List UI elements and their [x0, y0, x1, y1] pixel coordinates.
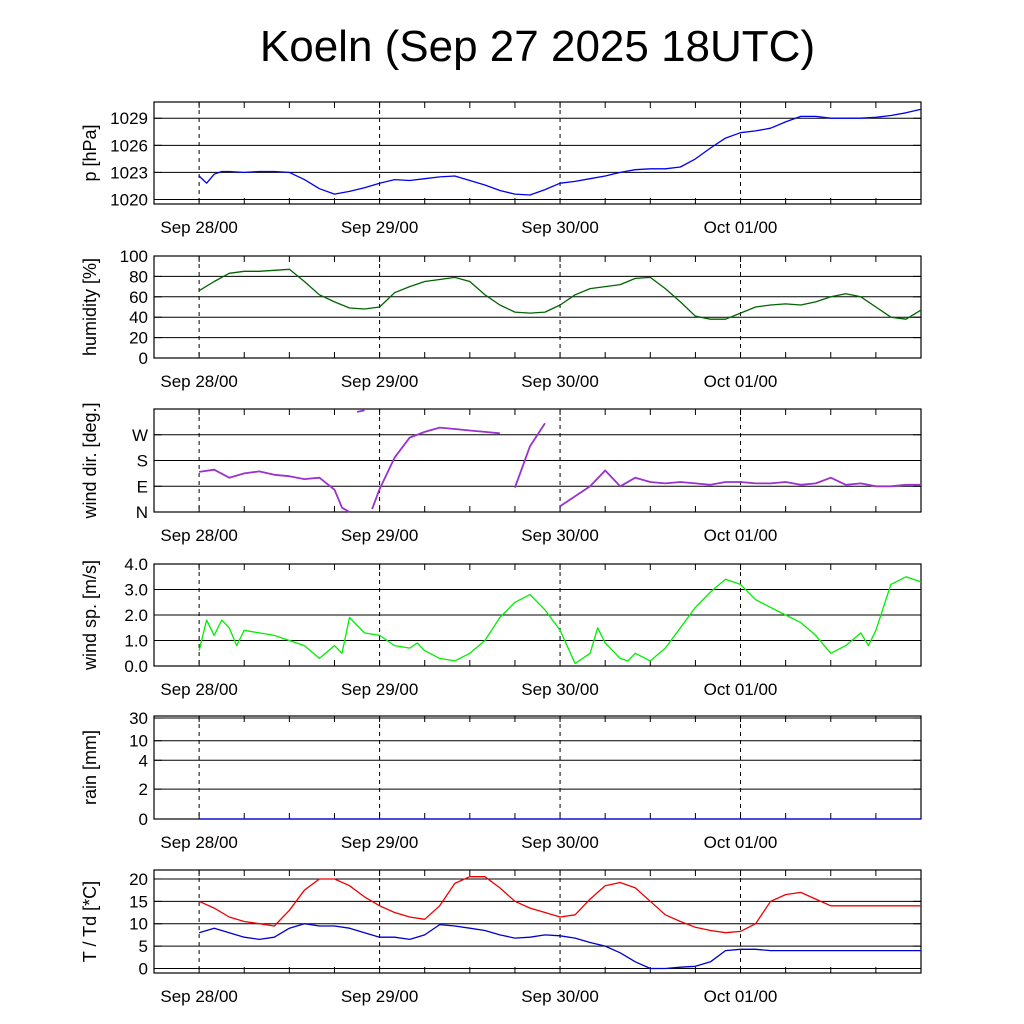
x-tick-label: Sep 29/00 — [341, 680, 419, 699]
y-tick-label: 60 — [129, 288, 148, 307]
y-tick-label: 20 — [129, 329, 148, 348]
x-tick-label: Oct 01/00 — [704, 680, 778, 699]
y-tick-label: 5 — [139, 937, 148, 956]
y-tick-label: 15 — [129, 892, 148, 911]
x-tick-label: Oct 01/00 — [704, 526, 778, 545]
y-tick-label: S — [137, 452, 148, 471]
series-line — [198, 108, 922, 196]
plot-frame — [153, 408, 922, 513]
y-tick-label: 1023 — [110, 163, 148, 182]
y-tick-label: 1029 — [110, 109, 148, 128]
wind-direction-line — [514, 422, 546, 489]
plot-frame — [153, 715, 922, 820]
wind-direction-line — [559, 469, 921, 508]
x-tick-label: Sep 29/00 — [341, 218, 419, 237]
y-tick-label: 2 — [139, 780, 148, 799]
pressure-panel: 1020 1023 1026 1029 Sep 28/00 Sep 29/00 Sep 30… — [80, 101, 922, 237]
x-tick-label: Sep 30/00 — [521, 218, 599, 237]
plot-frame — [153, 255, 922, 359]
x-tick-label: Sep 30/00 — [521, 987, 599, 1006]
y-axis-label: wind dir. [deg.] — [80, 402, 100, 519]
y-tick-label: 10 — [129, 915, 148, 934]
y-tick-label: 100 — [120, 247, 148, 266]
y-tick-label: 10 — [129, 732, 148, 751]
y-tick-label: N — [136, 503, 148, 522]
y-axis-label: wind sp. [m/s] — [80, 560, 100, 671]
x-tick-label: Sep 28/00 — [160, 987, 238, 1006]
y-axis-label: p [hPa] — [80, 124, 100, 181]
y-tick-label: 1026 — [110, 136, 148, 155]
x-tick-label: Sep 29/00 — [341, 987, 419, 1006]
temperature-dewpoint-panel: 0 5 10 15 20 Sep 28/00 Sep 29/00 Sep 30/00 Oct 0… — [80, 869, 922, 1006]
y-tick-label: W — [132, 426, 148, 445]
x-tick-label: Sep 29/00 — [341, 372, 419, 391]
y-tick-label: 4 — [139, 751, 148, 770]
y-tick-label: 1.0 — [124, 632, 148, 651]
y-tick-label: 3.0 — [124, 581, 148, 600]
x-tick-label: Sep 29/00 — [341, 526, 419, 545]
y-tick-label: 4.0 — [124, 555, 148, 574]
x-tick-label: Sep 30/00 — [521, 833, 599, 852]
y-tick-label: 30 — [129, 709, 148, 728]
wind-direction-line — [198, 468, 350, 513]
series-line — [198, 923, 921, 970]
y-tick-label: 20 — [129, 870, 148, 889]
series-line — [198, 576, 922, 665]
rain-panel: 0 2 410 30 Sep 28/00 Sep 29/00 Sep 30/00 Oct 01… — [80, 709, 922, 852]
wind-direction-line — [371, 426, 500, 510]
x-tick-label: Sep 30/00 — [521, 680, 599, 699]
y-tick-label: 0 — [139, 349, 148, 368]
series-line — [198, 268, 922, 320]
series-line — [198, 876, 921, 934]
x-tick-label: Sep 28/00 — [160, 218, 238, 237]
wind-direction-line — [356, 409, 365, 413]
plot-frame — [153, 869, 922, 974]
x-tick-label: Sep 30/00 — [521, 372, 599, 391]
y-tick-label: 0 — [139, 810, 148, 829]
y-tick-label: 40 — [129, 308, 148, 327]
x-tick-label: Sep 28/00 — [160, 833, 238, 852]
y-tick-label: 0.0 — [124, 657, 148, 676]
chart-title: Koeln (Sep 27 2025 18UTC) — [259, 22, 816, 71]
y-axis-label: T / Td [*C] — [80, 881, 100, 962]
y-axis-label: humidity [%] — [80, 258, 100, 356]
x-tick-label: Oct 01/00 — [704, 833, 778, 852]
plot-frame — [153, 563, 922, 667]
y-tick-label: 80 — [129, 267, 148, 286]
y-tick-label: E — [137, 477, 148, 496]
x-tick-label: Oct 01/00 — [704, 372, 778, 391]
x-tick-label: Oct 01/00 — [704, 218, 778, 237]
y-tick-label: 2.0 — [124, 606, 148, 625]
y-tick-label: 1020 — [110, 190, 148, 209]
y-axis-label: rain [mm] — [80, 730, 100, 805]
x-tick-label: Oct 01/00 — [704, 987, 778, 1006]
x-tick-label: Sep 28/00 — [160, 680, 238, 699]
x-tick-label: Sep 30/00 — [521, 526, 599, 545]
x-tick-label: Sep 28/00 — [160, 372, 238, 391]
plot-frame — [153, 101, 922, 205]
x-tick-label: Sep 28/00 — [160, 526, 238, 545]
x-tick-label: Sep 29/00 — [341, 833, 419, 852]
y-tick-label: 0 — [139, 960, 148, 979]
wind-speed-panel: 0.0 1.0 2.0 3.0 4.0 Sep 28/00 Sep 29/00 Sep 30/… — [80, 555, 922, 699]
